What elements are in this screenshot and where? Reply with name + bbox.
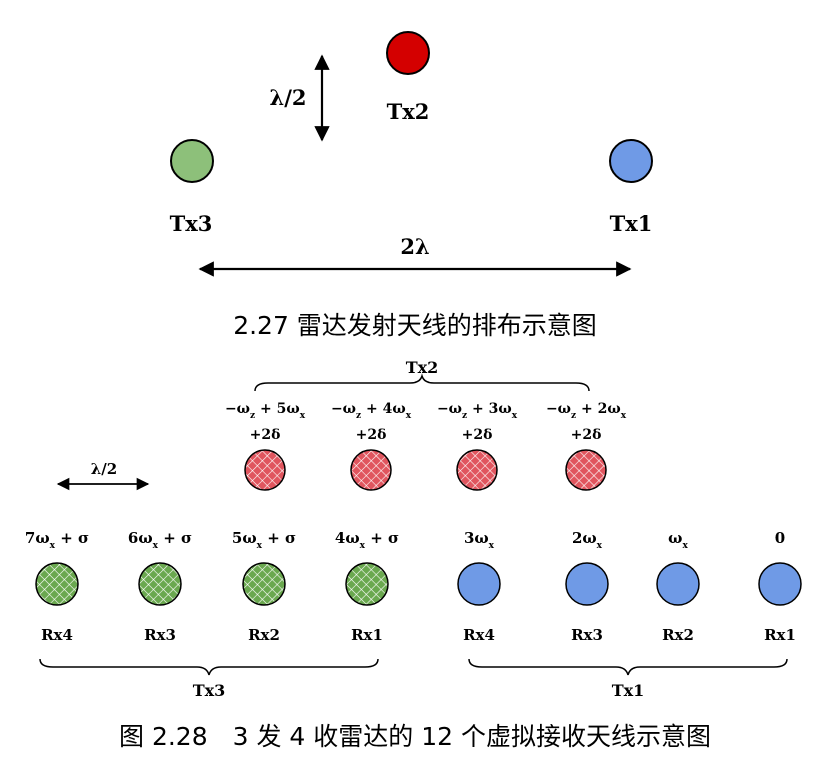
tx1-label: Tx1 [610,211,653,236]
tx3-virtual-antenna [35,562,79,606]
tx1-rx-label: Rx3 [571,626,603,644]
tx1-phase-label: 3ωx [464,529,495,551]
tx3-rx-label: Rx3 [144,626,176,644]
tx2-brace [254,373,590,392]
tx3-rx-label: Rx4 [41,626,73,644]
tx2-label: Tx2 [387,99,430,124]
tx2-virtual-antenna [456,449,498,491]
tx2-delta-label: +2δ [571,427,602,443]
tx1-virtual-elements: 3ωx Rx4 2ωx Rx3 ωx Rx2 0 Rx1 [457,529,802,644]
tx2-delta-label: +2δ [250,427,281,443]
figure-2-27: Tx2 λ/2 Tx3 Tx1 2λ 2.27 雷达发射天线的排布示意图 [170,31,653,340]
tx3-antenna [170,139,214,183]
tx3-rx-label: Rx2 [248,626,280,644]
lambda-half-label: λ/2 [269,85,306,110]
tx3-group-label: Tx3 [193,681,226,700]
tx2-virtual-antenna [350,449,392,491]
tx1-phase-label: ωx [668,529,688,551]
tx1-phase-label: 2ωx [572,529,603,551]
tx1-virtual-antenna [457,562,501,606]
figure-2-28: Tx2 −ωz + 5ωx +2δ −ωz + 4ωx +2δ −ωz + 3ωx +2δ… [25,358,802,751]
tx1-rx-label: Rx1 [764,626,796,644]
tx1-group-label: Tx1 [612,681,645,700]
tx3-brace [39,658,379,676]
tx2-phase-label: −ωz + 2ωx [546,401,627,421]
tx2-antenna [386,31,430,75]
tx3-phase-label: 4ωx + σ [335,529,399,551]
tx2-virtual-antenna [565,449,607,491]
tx1-virtual-antenna [565,562,609,606]
tx2-virtual-antenna [244,449,286,491]
tx3-rx-label: Rx1 [351,626,383,644]
tx1-rx-label: Rx2 [662,626,694,644]
tx1-phase-label: 0 [775,529,785,547]
tx3-virtual-elements: 7ωx + σ Rx4 6ωx + σ Rx3 5ωx + σ Rx2 4ωx + σ Rx1 [25,529,399,644]
tx2-phase-label: −ωz + 5ωx [225,401,306,421]
tx2-phase-label: −ωz + 4ωx [331,401,412,421]
tx2-virtual-elements: −ωz + 5ωx +2δ −ωz + 4ωx +2δ −ωz + 3ωx +2δ −ωz … [225,401,627,491]
tx1-antenna [609,139,653,183]
tx1-virtual-antenna [656,562,700,606]
tx3-phase-label: 6ωx + σ [128,529,192,551]
tx1-virtual-antenna [758,562,802,606]
tx3-label: Tx3 [170,211,213,236]
tx3-virtual-antenna [345,562,389,606]
tx2-delta-label: +2δ [462,427,493,443]
tx3-virtual-antenna [242,562,286,606]
figure-2-28-caption: 图 2.28 3 发 4 收雷达的 12 个虚拟接收天线示意图 [119,722,711,751]
tx2-delta-label: +2δ [356,427,387,443]
figure-2-27-caption: 2.27 雷达发射天线的排布示意图 [233,311,597,340]
two-lambda-label: 2λ [400,234,429,259]
tx3-virtual-antenna [138,562,182,606]
tx2-group-label: Tx2 [406,358,439,377]
spacing-lambda-half-label: λ/2 [91,460,117,478]
tx3-phase-label: 5ωx + σ [232,529,296,551]
tx1-brace [468,658,788,676]
tx2-phase-label: −ωz + 3ωx [437,401,518,421]
tx3-phase-label: 7ωx + σ [25,529,89,551]
tx1-rx-label: Rx4 [463,626,495,644]
